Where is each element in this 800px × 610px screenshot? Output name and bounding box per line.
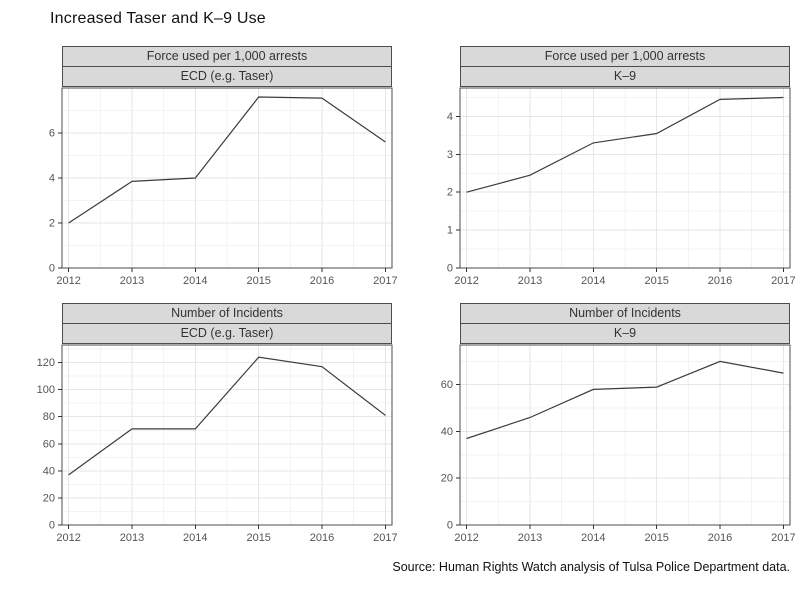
svg-text:2016: 2016: [310, 275, 334, 287]
facet-row-strip: Number of Incidents: [62, 303, 392, 324]
svg-text:40: 40: [43, 465, 55, 477]
facet-col-strip: K–9: [460, 66, 790, 87]
svg-text:20: 20: [441, 473, 453, 485]
svg-text:60: 60: [441, 379, 453, 391]
svg-text:2014: 2014: [183, 532, 207, 544]
svg-text:2012: 2012: [454, 275, 478, 287]
chart-grid: Force used per 1,000 arrests ECD (e.g. T…: [26, 46, 800, 546]
svg-text:2012: 2012: [56, 532, 80, 544]
svg-text:2013: 2013: [518, 275, 542, 287]
plot-area-incidents-k9: 0 20 40 60 2012 2013 2014 2015 2016 2017: [441, 344, 796, 544]
svg-text:2017: 2017: [771, 275, 795, 287]
source-note: Source: Human Rights Watch analysis of T…: [392, 560, 790, 574]
svg-text:2014: 2014: [581, 532, 605, 544]
svg-text:3: 3: [447, 149, 453, 161]
svg-text:2017: 2017: [771, 532, 795, 544]
svg-text:2014: 2014: [581, 275, 605, 287]
svg-text:4: 4: [49, 173, 55, 185]
svg-text:2016: 2016: [708, 275, 732, 287]
facet-strips: Force used per 1,000 arrests ECD (e.g. T…: [62, 46, 392, 87]
svg-text:2013: 2013: [518, 532, 542, 544]
facet-strips: Number of Incidents ECD (e.g. Taser): [62, 303, 392, 344]
svg-text:2014: 2014: [183, 275, 207, 287]
svg-text:2012: 2012: [454, 532, 478, 544]
svg-text:2017: 2017: [373, 532, 397, 544]
facet-col-strip: ECD (e.g. Taser): [62, 323, 392, 344]
chart-force-ecd: Force used per 1,000 arrests ECD (e.g. T…: [26, 46, 398, 289]
facet-strips: Force used per 1,000 arrests K–9: [460, 46, 790, 87]
page-title: Increased Taser and K–9 Use: [50, 10, 266, 27]
svg-text:2017: 2017: [373, 275, 397, 287]
chart-incidents-k9: Number of Incidents K–9 0 20 40 60 2012 2013 2…: [424, 303, 796, 546]
svg-text:2: 2: [49, 218, 55, 230]
plot-area-force-ecd: 0 2 4 6 2012 2013 2014 2015 2016 2017: [49, 87, 398, 287]
svg-text:2: 2: [447, 187, 453, 199]
chart-incidents-ecd: Number of Incidents ECD (e.g. Taser) 0 20…: [26, 303, 398, 546]
svg-text:2013: 2013: [120, 532, 144, 544]
svg-text:40: 40: [441, 426, 453, 438]
chart-force-k9: Force used per 1,000 arrests K–9 0 1 2 3 4 20…: [424, 46, 796, 289]
facet-row-strip: Number of Incidents: [460, 303, 790, 324]
svg-text:0: 0: [49, 263, 55, 275]
facet-strips: Number of Incidents K–9: [460, 303, 790, 344]
svg-text:2015: 2015: [644, 275, 668, 287]
svg-text:0: 0: [49, 520, 55, 532]
facet-row-strip: Force used per 1,000 arrests: [62, 46, 392, 67]
facet-row-strip: Force used per 1,000 arrests: [460, 46, 790, 67]
svg-text:20: 20: [43, 492, 55, 504]
svg-text:2015: 2015: [644, 532, 668, 544]
svg-text:0: 0: [447, 263, 453, 275]
svg-text:100: 100: [37, 384, 55, 396]
svg-text:1: 1: [447, 225, 453, 237]
svg-text:2013: 2013: [120, 275, 144, 287]
svg-text:60: 60: [43, 438, 55, 450]
svg-text:6: 6: [49, 128, 55, 140]
svg-text:2016: 2016: [310, 532, 334, 544]
facet-col-strip: K–9: [460, 323, 790, 344]
svg-text:2016: 2016: [708, 532, 732, 544]
facet-col-strip: ECD (e.g. Taser): [62, 66, 392, 87]
svg-text:4: 4: [447, 111, 453, 123]
plot-area-force-k9: 0 1 2 3 4 2012 2013 2014 2015 2016 2017: [447, 87, 796, 287]
svg-text:2015: 2015: [246, 532, 270, 544]
svg-text:2012: 2012: [56, 275, 80, 287]
svg-text:80: 80: [43, 411, 55, 423]
svg-text:0: 0: [447, 520, 453, 532]
svg-text:2015: 2015: [246, 275, 270, 287]
svg-text:120: 120: [37, 357, 55, 369]
plot-area-incidents-ecd: 0 20 40 60 80 100 120 2012 2013 2014 2015 2016 2017: [37, 344, 398, 544]
